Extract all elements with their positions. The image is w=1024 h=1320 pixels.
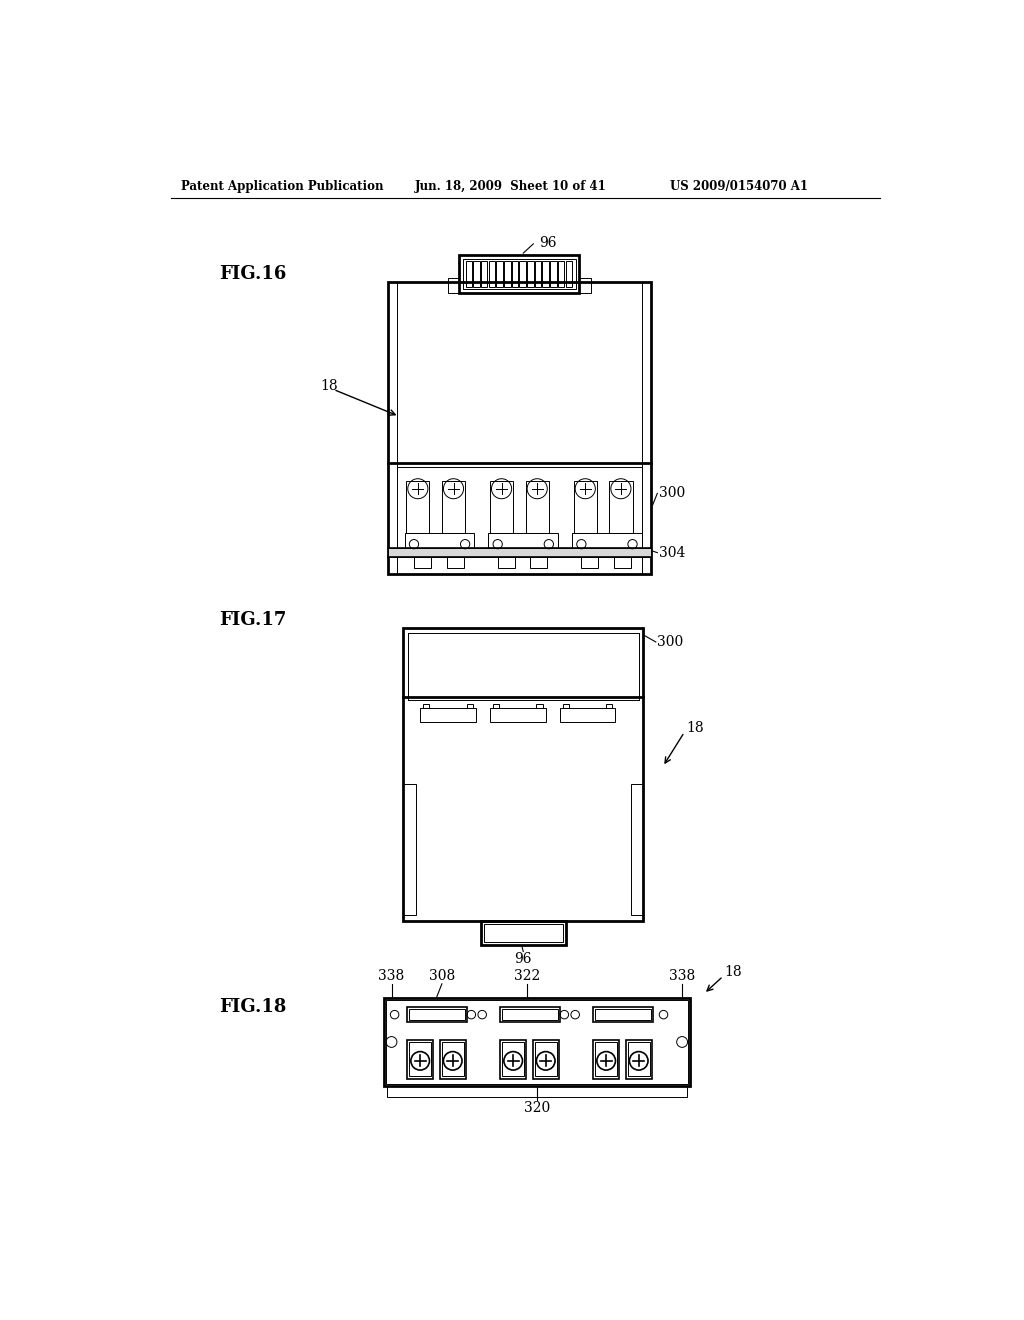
Bar [558,261,564,286]
Bar [512,261,518,286]
Bar [386,1001,687,1084]
Bar [595,1010,651,1020]
Bar [388,548,651,557]
Bar [403,628,643,921]
Bar [500,1040,526,1078]
Bar [609,480,633,533]
Bar [481,261,487,286]
Text: US 2009/0154070 A1: US 2009/0154070 A1 [671,181,809,194]
Bar [480,921,566,945]
Bar [593,1040,620,1078]
Text: 18: 18 [686,721,703,735]
Bar [447,277,460,293]
Bar [466,261,472,286]
Text: 96: 96 [514,952,532,966]
Bar [626,1040,652,1078]
Text: 338: 338 [379,969,404,983]
Bar [543,261,549,286]
Bar [527,261,534,286]
Bar [414,554,431,568]
Text: FIG.16: FIG.16 [219,265,287,282]
Bar [407,1040,433,1078]
Text: Patent Application Publication: Patent Application Publication [180,181,383,194]
Text: 322: 322 [514,969,541,983]
Text: 18: 18 [321,379,338,392]
Bar [595,1043,617,1076]
Bar [631,784,643,915]
Bar [498,554,515,568]
Text: 320: 320 [523,1101,550,1115]
Bar [550,261,557,286]
Bar [473,261,479,286]
Bar [573,480,597,533]
Bar [537,704,543,708]
Bar [407,1007,467,1022]
Bar [582,554,598,568]
Bar [525,480,549,533]
Bar [388,281,651,574]
Bar [446,554,464,568]
Bar [519,261,526,286]
Bar [500,1007,560,1022]
Text: 338: 338 [669,969,695,983]
Bar [606,704,612,708]
Bar [535,1043,557,1076]
Text: FIG.17: FIG.17 [219,611,287,630]
Bar [504,261,511,286]
Bar [384,998,690,1086]
Bar [483,924,563,942]
Bar [503,1043,524,1076]
Bar [572,533,642,554]
Bar [407,480,429,533]
Bar [560,708,615,722]
Bar [460,255,580,293]
Bar [532,1040,559,1078]
Bar [503,1010,558,1020]
Bar [593,1007,653,1022]
Bar [404,533,474,554]
Bar [467,704,473,708]
Text: 304: 304 [658,545,685,560]
Bar [488,261,496,286]
Bar [493,704,500,708]
Bar [442,1043,464,1076]
Bar [442,480,465,533]
Bar [488,533,558,554]
Bar [489,708,546,722]
Bar [535,261,542,286]
Bar [497,261,503,286]
Text: 300: 300 [658,486,685,500]
Text: FIG.18: FIG.18 [219,998,287,1016]
Bar [530,554,547,568]
Bar [628,1043,649,1076]
Bar [563,704,569,708]
Bar [410,1043,431,1076]
Text: Jun. 18, 2009  Sheet 10 of 41: Jun. 18, 2009 Sheet 10 of 41 [415,181,606,194]
Bar [420,708,476,722]
Bar [403,784,416,915]
Bar [387,1086,687,1097]
Bar [614,554,631,568]
Text: 308: 308 [429,969,455,983]
Text: 300: 300 [657,635,684,649]
Text: 96: 96 [539,236,556,249]
Bar [489,480,513,533]
Bar [463,259,575,289]
Bar [423,704,429,708]
Bar [439,1040,466,1078]
Bar [580,277,591,293]
Bar [565,261,572,286]
Bar [410,1010,465,1020]
Text: 18: 18 [725,965,742,979]
